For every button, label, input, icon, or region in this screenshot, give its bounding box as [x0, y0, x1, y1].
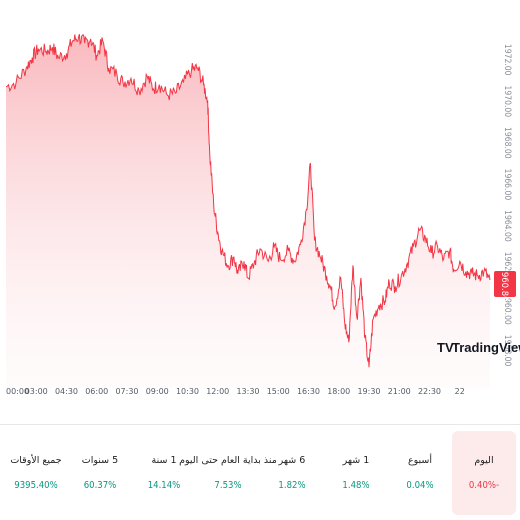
- x-tick-label: 04:30: [55, 387, 78, 396]
- tradingview-watermark: TV TradingView: [437, 340, 520, 355]
- performance-period-value: 60.37%: [83, 480, 117, 491]
- performance-row: اليوم 0.40%- أسبوع 0.04% 1 شهر 1.48% 6 شهر 1.82…: [4, 431, 516, 515]
- performance-period-value: 1.82%: [278, 480, 306, 491]
- y-tick-label: 1966.00: [502, 169, 512, 201]
- performance-period-label: جميع الأوقات: [10, 455, 62, 466]
- last-price-badge: [494, 270, 516, 297]
- performance-period-label: منذ بداية العام حتى اليوم: [179, 455, 277, 466]
- price-line-series: [5, 33, 491, 368]
- performance-panel: اليوم 0.40%- أسبوع 0.04% 1 شهر 1.48% 6 شهر 1.82…: [0, 424, 520, 520]
- performance-period-value: 0.04%: [406, 480, 434, 491]
- performance-period-label: أسبوع: [407, 455, 433, 466]
- x-tick-label: 12:00: [206, 387, 229, 396]
- performance-period-label: 5 سنوات: [81, 455, 119, 466]
- performance-period-value: 7.53%: [214, 480, 242, 491]
- x-tick-label: 15:00: [267, 387, 290, 396]
- tradingview-wordmark: TradingView: [452, 340, 520, 355]
- performance-period-label: 1 شهر: [342, 455, 370, 466]
- x-tick-label: 07:30: [115, 387, 138, 396]
- performance-period-value: 9395.40%: [14, 480, 58, 491]
- performance-period-label: 6 شهر: [278, 455, 306, 466]
- performance-period-button[interactable]: 1 شهر 1.48%: [324, 431, 388, 515]
- last-price-label: 1960.80: [499, 266, 509, 301]
- y-tick-label: 1962.00: [502, 252, 512, 284]
- x-tick-label: 13:30: [236, 387, 259, 396]
- performance-period-button[interactable]: أسبوع 0.04%: [388, 431, 452, 515]
- price-area-fill: [6, 34, 490, 388]
- performance-period-button[interactable]: 1 سنة 14.14%: [132, 431, 196, 515]
- performance-period-value: 0.40%-: [468, 480, 500, 491]
- performance-period-button[interactable]: منذ بداية العام حتى اليوم 7.53%: [179, 431, 277, 515]
- performance-period-label: اليوم: [474, 455, 494, 466]
- x-tick-label: 19:30: [357, 387, 380, 396]
- x-tick-label: 10:30: [176, 387, 199, 396]
- y-tick-label: 1968.00: [502, 127, 512, 159]
- tradingview-logo-icon: TV: [437, 340, 454, 355]
- y-tick-label: 1972.00: [502, 44, 512, 76]
- x-tick-label: 00:00: [6, 387, 29, 396]
- y-tick-label: 1964.00: [502, 210, 512, 242]
- performance-period-button[interactable]: 5 سنوات 60.37%: [68, 431, 132, 515]
- performance-period-value: 14.14%: [147, 480, 181, 491]
- y-tick-label: 1970.00: [502, 85, 512, 117]
- x-tick-label: 09:00: [146, 387, 169, 396]
- y-tick-label: 1960.00: [502, 293, 512, 325]
- x-tick-label: 21:00: [388, 387, 411, 396]
- performance-period-button[interactable]: جميع الأوقات 9395.40%: [4, 431, 68, 515]
- price-chart[interactable]: 1972.00 1970.00 1968.00 1966.00 1964.00 1962.…: [0, 0, 520, 424]
- performance-period-label: 1 سنة: [151, 455, 177, 466]
- x-tick-label: 22: [455, 387, 465, 396]
- y-tick-label: 1958.00: [502, 335, 512, 367]
- performance-period-value: 1.48%: [342, 480, 370, 491]
- x-tick-label: 16:30: [297, 387, 320, 396]
- x-tick-label: 18:00: [327, 387, 350, 396]
- x-tick-label: 06:00: [85, 387, 108, 396]
- x-tick-label: 22:30: [418, 387, 441, 396]
- performance-period-button[interactable]: اليوم 0.40%-: [452, 431, 516, 515]
- x-tick-label: 03:00: [25, 387, 48, 396]
- performance-period-button[interactable]: 6 شهر 1.82%: [260, 431, 324, 515]
